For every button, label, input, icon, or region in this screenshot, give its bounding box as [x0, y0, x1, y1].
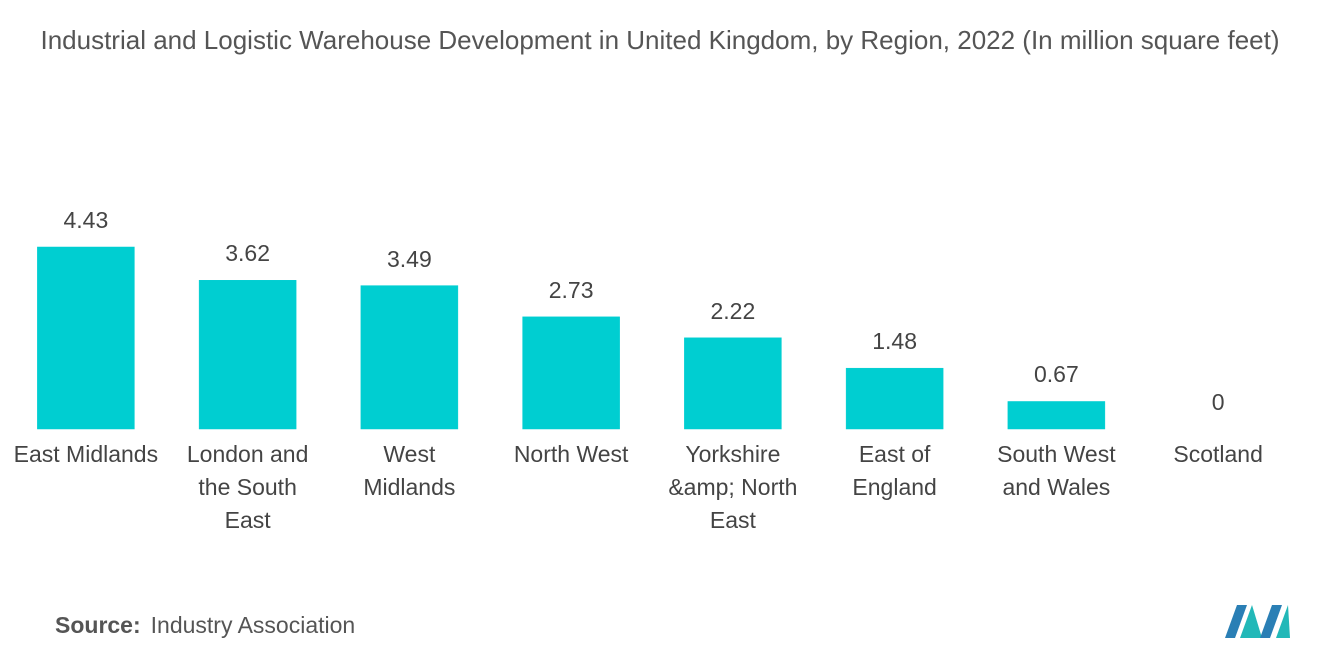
- x-tick-label: South West and Wales: [997, 441, 1116, 500]
- value-label: 0.67: [1033, 361, 1079, 388]
- value-label: 1.48: [872, 328, 917, 355]
- value-label: 0: [1211, 389, 1225, 415]
- bar: [360, 285, 459, 430]
- value-label: 2.22: [710, 297, 756, 324]
- source: Source: Industry Association: [55, 612, 355, 639]
- x-tick-label: Scotland: [1173, 441, 1263, 467]
- bar: [522, 316, 620, 430]
- value-label: 4.43: [63, 207, 109, 233]
- bar: [37, 246, 135, 430]
- bar: [845, 367, 944, 430]
- value-label: 3.62: [225, 240, 270, 267]
- source-label: Source:: [55, 612, 141, 638]
- x-tick-label: London and the South East: [186, 441, 309, 533]
- x-tick-label: North West: [513, 441, 629, 467]
- bar: [198, 280, 297, 430]
- x-tick-label: Yorkshire &amp; North East: [668, 441, 798, 533]
- bar: [1007, 401, 1106, 430]
- x-tick-label: East of England: [852, 441, 937, 500]
- value-label: 2.73: [548, 276, 594, 303]
- value-label: 3.49: [386, 245, 432, 272]
- logo: [1225, 605, 1290, 638]
- chart-title: Industrial and Logistic Warehouse Develo…: [40, 25, 1280, 55]
- x-tick-label: East Midlands: [13, 441, 159, 467]
- bar: [684, 337, 782, 430]
- source-text: Industry Association: [150, 612, 356, 638]
- x-tick-label: West Midlands: [363, 441, 456, 500]
